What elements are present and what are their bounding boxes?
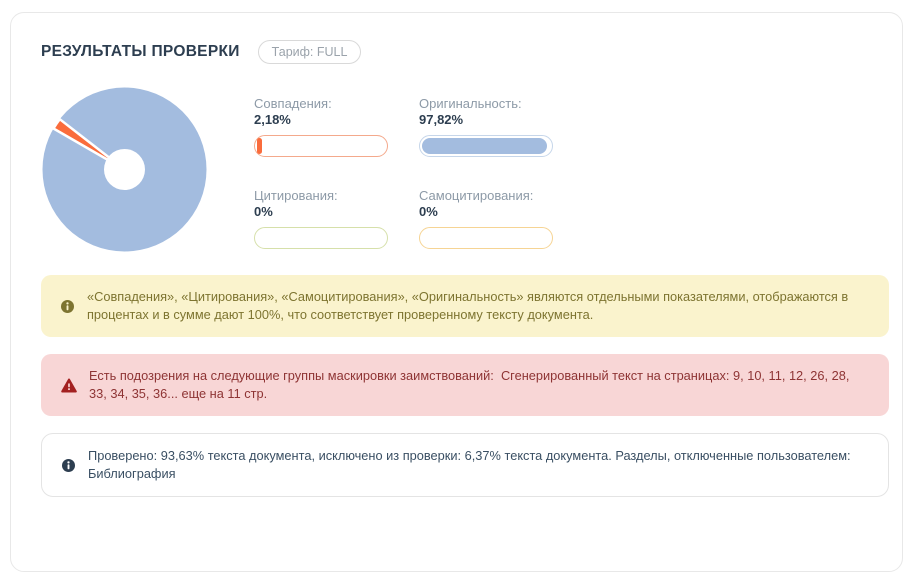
metric-originality: Оригинальность: 97,82% [419, 96, 553, 162]
metric-originality-label: Оригинальность: [419, 96, 522, 111]
metric-originality-value: 97,82% [419, 112, 464, 127]
metric-originality-bar [419, 135, 553, 157]
metric-self-citations: Самоцитирования: 0% [419, 188, 553, 254]
notice-checked-text: Проверено: 93,63% текста документа, искл… [88, 448, 855, 481]
results-header: РЕЗУЛЬТАТЫ ПРОВЕРКИ Тариф: FULL [41, 40, 887, 64]
metric-matches-label: Совпадения: [254, 96, 332, 111]
results-card: РЕЗУЛЬТАТЫ ПРОВЕРКИ Тариф: FULL Совпаден… [10, 12, 903, 572]
warning-icon [61, 378, 77, 393]
notices: «Совпадения», «Цитирования», «Самоцитиро… [41, 275, 889, 497]
tariff-badge: Тариф: FULL [257, 40, 362, 64]
metric-citations-label: Цитирования: [254, 187, 338, 203]
metric-citations-bar [254, 226, 388, 249]
metrics-grid: Совпадения: 2,18% Оригинальность: 97,82%… [254, 96, 553, 253]
results-donut-chart [41, 86, 208, 253]
notice-suspicion-text: Есть подозрения на следующие группы маск… [89, 368, 853, 401]
metric-self-citations-label: Самоцитирования: [419, 187, 534, 203]
notice-indicators-text: «Совпадения», «Цитирования», «Самоцитиро… [87, 289, 852, 322]
metric-self-citations-bar [419, 226, 553, 249]
metric-citations-value: 0% [254, 203, 273, 219]
notice-suspicion-warning: Есть подозрения на следующие группы маск… [41, 354, 889, 416]
info-icon [61, 299, 75, 313]
donut-chart-svg [42, 87, 207, 252]
metric-matches-bar-fill [257, 138, 263, 154]
notice-checked-info: Проверено: 93,63% текста документа, искл… [41, 433, 889, 497]
metric-matches-bar [254, 135, 388, 157]
notice-indicators-info: «Совпадения», «Цитирования», «Самоцитиро… [41, 275, 889, 337]
metric-self-citations-value: 0% [419, 203, 438, 219]
metric-matches: Совпадения: 2,18% [254, 96, 388, 162]
results-row: Совпадения: 2,18% Оригинальность: 97,82%… [41, 86, 887, 253]
page-title: РЕЗУЛЬТАТЫ ПРОВЕРКИ [41, 43, 240, 60]
metric-citations: Цитирования: 0% [254, 188, 388, 254]
metric-originality-bar-fill [422, 138, 548, 154]
info-icon [62, 458, 76, 472]
metric-matches-value: 2,18% [254, 112, 291, 127]
